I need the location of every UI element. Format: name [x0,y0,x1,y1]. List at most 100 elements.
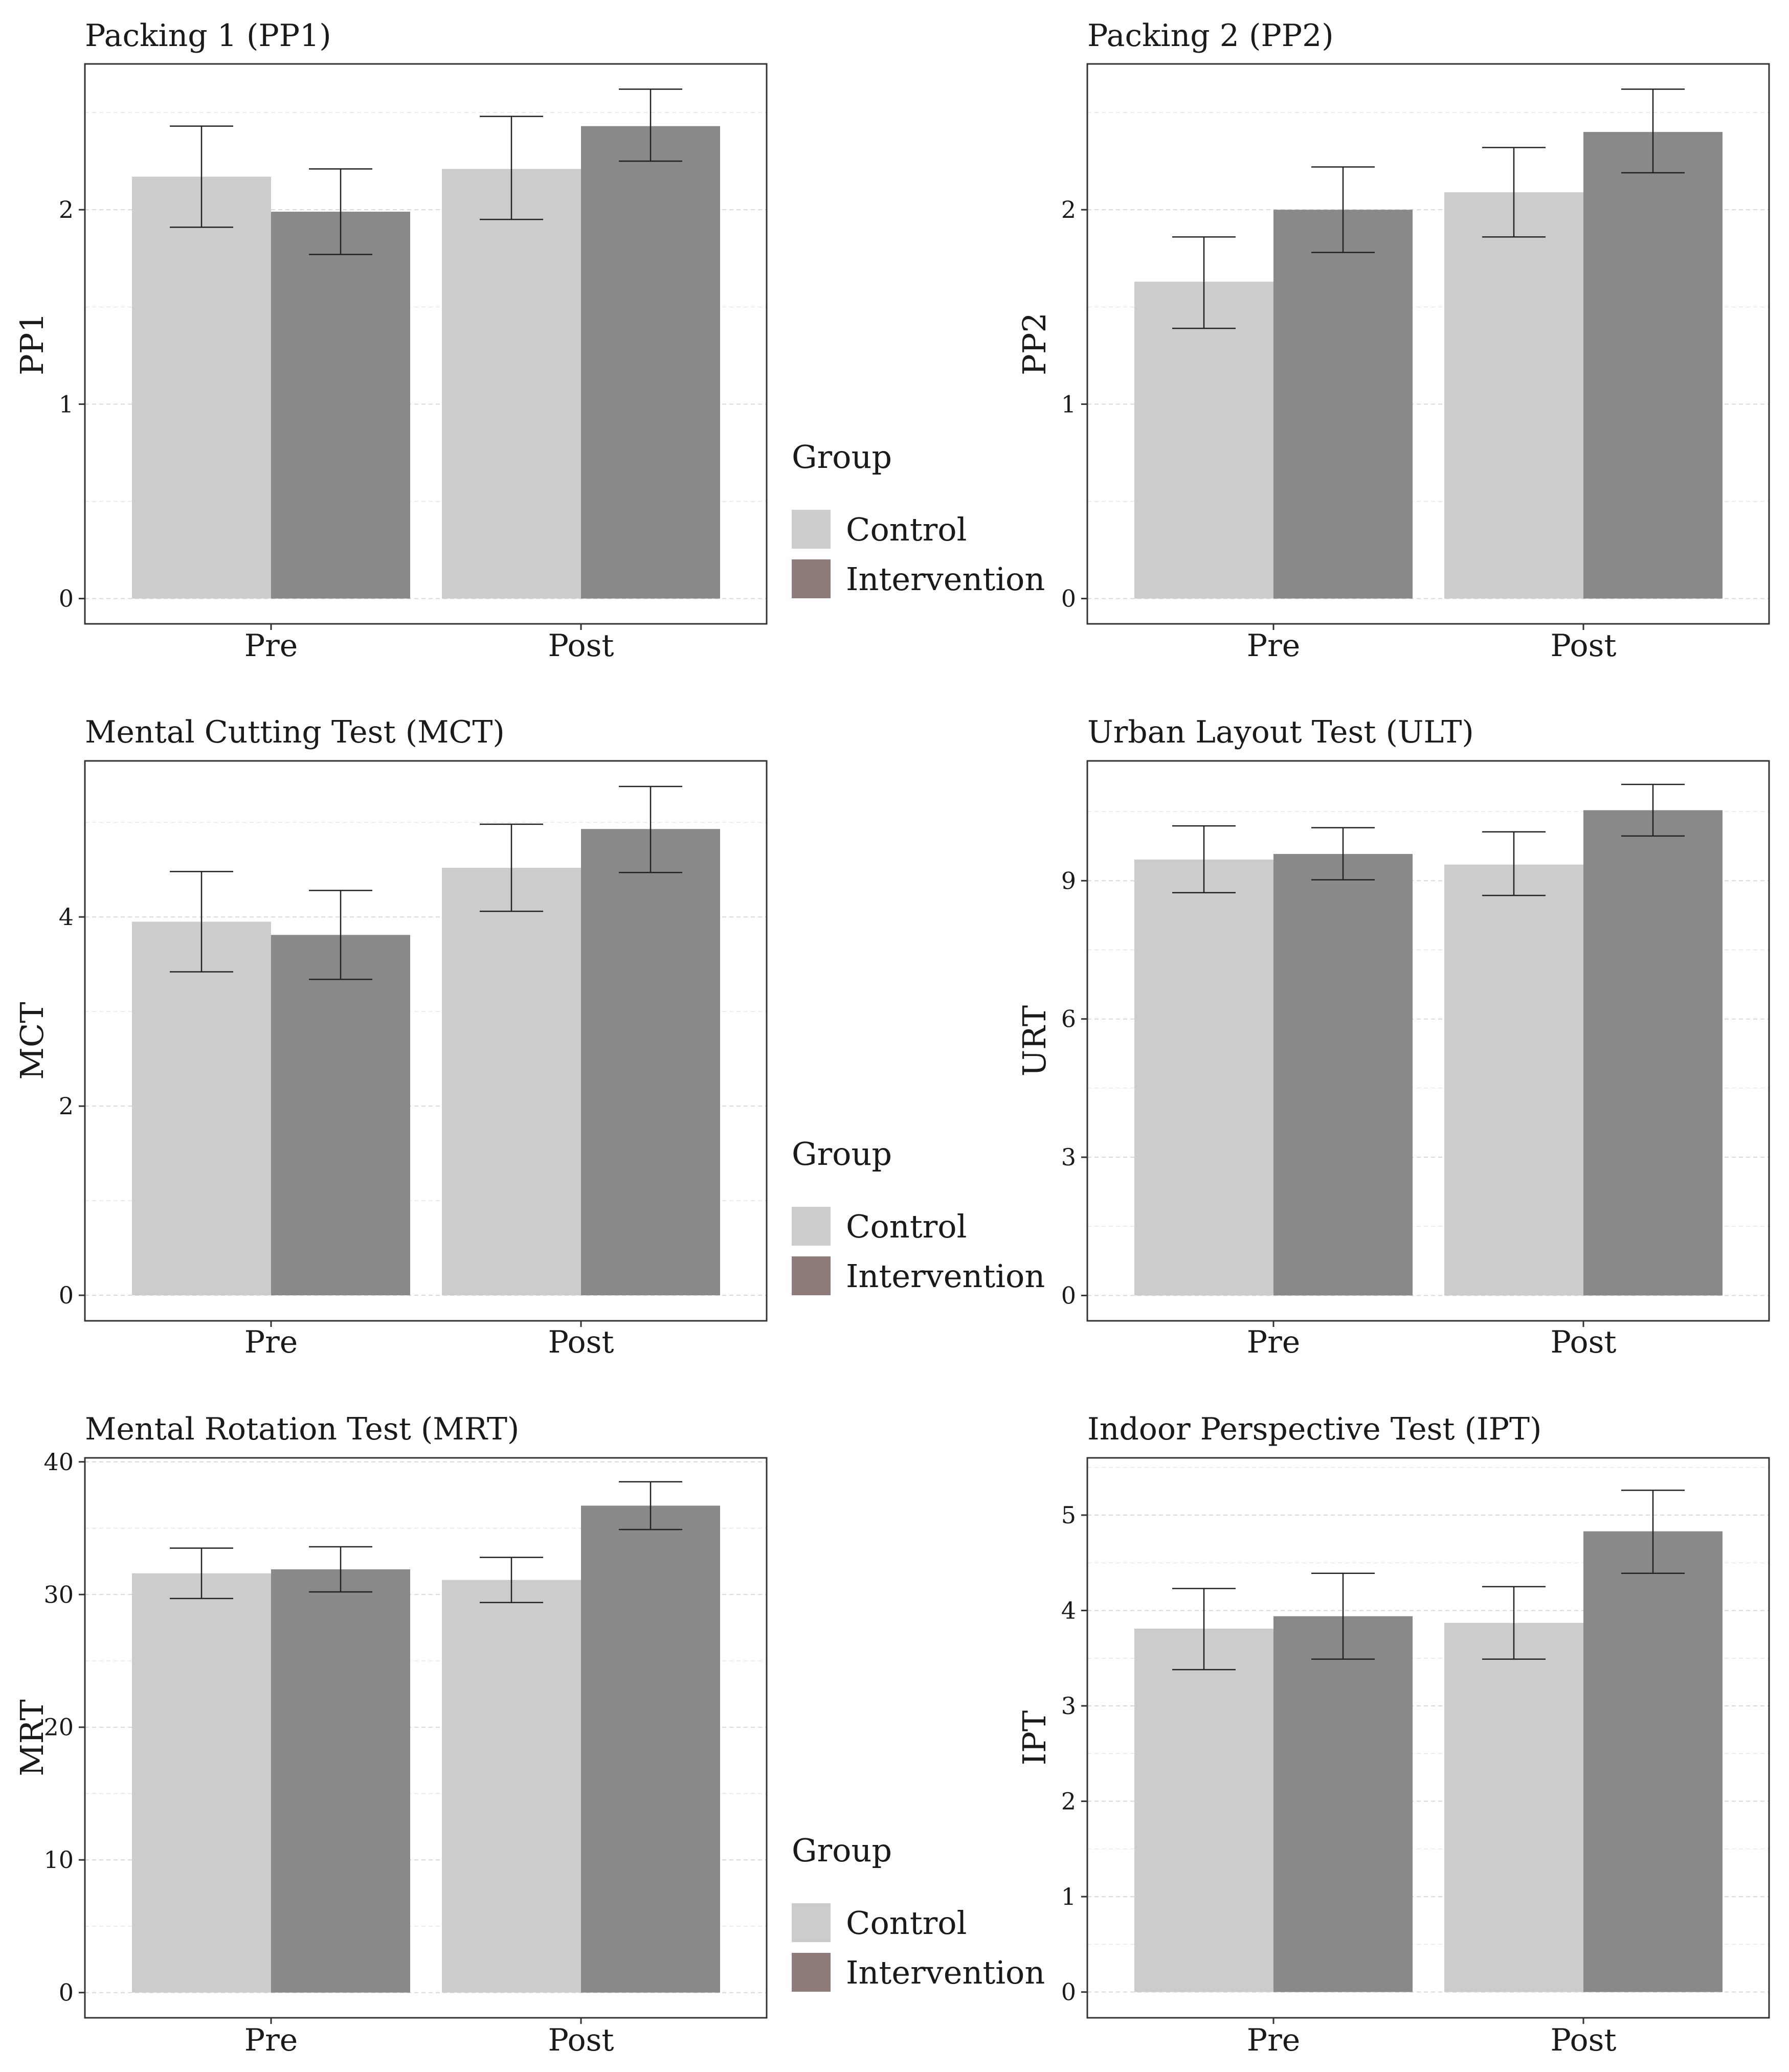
y-axis-title: PP1 [13,312,51,375]
chart-title: Packing 1 (PP1) [85,18,331,54]
bar-intervention-post [581,1505,720,1993]
legend-swatch-control [792,510,831,549]
x-category-label: Post [548,628,614,664]
x-category-label: Pre [1247,1324,1301,1360]
error-bar-control-post [480,823,543,912]
bar-control-pre [1134,1628,1273,1992]
y-axis-title: MRT [13,1699,51,1776]
legend-title: Group [792,1135,892,1173]
y-tick-label: 4 [1061,1596,1076,1624]
bar-control-pre [1134,859,1273,1296]
bar-control-post [1444,1623,1583,1992]
y-tick-label: 2 [59,1092,74,1120]
bar-intervention-pre [1273,854,1413,1296]
error-bar-intervention-pre [1311,827,1375,881]
x-category-label: Pre [244,628,298,664]
error-bar-intervention-pre [309,1546,372,1593]
bar-intervention-post [581,829,720,1296]
legends: Group Control Intervention Group Control Inte… [792,438,1045,1992]
y-tick-label: 1 [59,390,74,418]
y-tick-label: 0 [59,585,74,613]
legend-swatch-intervention [792,1256,831,1295]
legend-swatch-control [792,1903,831,1942]
y-tick-label: 2 [1061,196,1076,223]
bar-control-post [442,169,581,599]
y-tick-label: 30 [43,1581,74,1608]
bar-control-pre [132,921,271,1296]
y-tick-label: 4 [59,903,74,931]
plot-frame [84,63,768,625]
bar-intervention-pre [1273,210,1413,599]
y-tick-label: 10 [43,1846,74,1874]
chart-title: Mental Rotation Test (MRT) [85,1411,519,1447]
x-category-label: Post [1551,1324,1617,1360]
chart-panels: Packing 1 (PP1) 0 1 2 Pre Post PP1 Packing 2 (P… [13,18,1770,2058]
legend-swatch-control [792,1207,831,1246]
error-bar-control-pre [170,125,233,228]
y-tick-label: 0 [1061,1281,1076,1309]
plot-frame [84,760,768,1322]
chart-panel-0: Packing 1 (PP1) 0 1 2 Pre Post PP1 [13,18,768,664]
y-tick-label: 9 [1061,867,1076,894]
legend-label-control: Control [846,1904,967,1942]
legend-0: Group Control Intervention [792,438,1045,598]
bar-intervention-pre [271,211,410,599]
x-category-label: Post [1551,2022,1617,2058]
error-bar-control-pre [1172,825,1236,893]
y-tick-label: 2 [1061,1788,1076,1815]
bar-control-post [1444,864,1583,1296]
bar-intervention-post [1583,810,1723,1296]
x-category-label: Post [1551,628,1617,664]
legend-2: Group Control Intervention [792,1832,1045,1992]
chart-panel-4: Mental Rotation Test (MRT) 0 10 20 30 40 Pre Po… [13,1411,768,2058]
error-bar-control-post [1482,147,1546,238]
plot-frame [1086,63,1770,625]
bar-control-post [442,868,581,1296]
x-category-label: Pre [1247,628,1301,664]
plot-frame [84,1457,768,2019]
y-tick-label: 1 [1061,390,1076,418]
legend-label-control: Control [846,1208,967,1245]
chart-title: Mental Cutting Test (MCT) [85,714,505,750]
legend-swatch-intervention [792,559,831,598]
error-bar-intervention-post [619,785,682,873]
bar-control-pre [132,1573,271,1993]
error-bar-intervention-pre [309,890,372,980]
legend-label-intervention: Intervention [846,1257,1045,1295]
error-bar-control-pre [170,871,233,973]
legend-title: Group [792,438,892,476]
y-axis-title: MCT [13,1002,51,1079]
error-bar-intervention-pre [309,168,372,255]
y-tick-label: 0 [1061,585,1076,613]
y-axis-title: URT [1016,1005,1053,1076]
y-tick-label: 3 [1061,1143,1076,1171]
chart-title: Packing 2 (PP2) [1087,18,1334,54]
error-bar-intervention-post [619,88,682,162]
y-tick-label: 0 [1061,1978,1076,2006]
chart-panel-1: Packing 2 (PP2) 0 1 2 Pre Post PP2 [1016,18,1770,664]
legend-label-intervention: Intervention [846,1954,1045,1991]
error-bar-control-pre [170,1547,233,1600]
x-category-label: Pre [244,1324,298,1360]
x-category-label: Post [548,1324,614,1360]
bar-control-pre [1134,281,1273,599]
y-tick-label: 3 [1061,1692,1076,1720]
chart-title: Urban Layout Test (ULT) [1087,714,1474,750]
bar-intervention-post [581,126,720,599]
error-bar-intervention-pre [1311,1572,1375,1660]
bar-control-pre [132,176,271,599]
y-tick-label: 20 [43,1714,74,1741]
y-tick-label: 0 [59,1979,74,2007]
y-tick-label: 1 [1061,1883,1076,1910]
error-bar-control-pre [1172,1588,1236,1671]
error-bar-intervention-post [619,1481,682,1530]
y-tick-label: 6 [1061,1005,1076,1033]
y-tick-label: 5 [1061,1501,1076,1529]
legend-1: Group Control Intervention [792,1135,1045,1295]
y-axis-title: PP2 [1016,312,1053,375]
error-bar-control-post [1482,1586,1546,1660]
error-bar-intervention-post [1621,88,1685,174]
y-tick-label: 2 [59,196,74,223]
error-bar-control-post [480,116,543,220]
